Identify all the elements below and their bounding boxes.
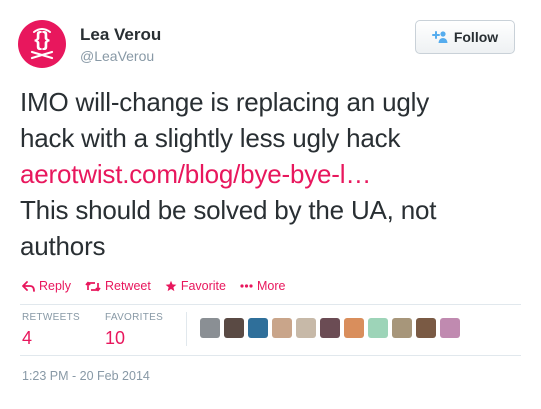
favorites-count: 10	[105, 328, 126, 348]
curly-braces-logo-icon: {}	[30, 28, 54, 60]
favoriter-avatar[interactable]	[392, 318, 412, 338]
more-button[interactable]: More	[240, 279, 285, 293]
favoriter-avatar[interactable]	[440, 318, 460, 338]
tweet-text-line: authors	[20, 231, 106, 261]
svg-text:{}: {}	[34, 29, 50, 51]
reply-button[interactable]: Reply	[22, 279, 71, 293]
tweet-text-line: hack with a slightly less ugly hack	[20, 123, 401, 153]
tweet-timestamp[interactable]: 1:23 PM - 20 Feb 2014	[22, 369, 150, 383]
favoriter-avatar[interactable]	[344, 318, 364, 338]
favoriter-avatar[interactable]	[320, 318, 340, 338]
favoriter-avatar[interactable]	[368, 318, 388, 338]
tweet-text: IMO will-change is replacing an ugly hac…	[20, 84, 525, 264]
favorite-label: Favorite	[180, 279, 226, 293]
divider	[20, 304, 521, 305]
tweet-actions: Reply Retweet Favorite More	[22, 278, 285, 294]
tweet-link[interactable]: aerotwist.com/blog/bye-bye-l…	[20, 159, 372, 189]
stats-separator	[186, 312, 187, 346]
favorites-stat[interactable]: FAVORITES 10	[105, 312, 163, 349]
retweet-icon	[85, 281, 101, 291]
favoriter-avatar[interactable]	[248, 318, 268, 338]
retweets-stat[interactable]: RETWEETS 4	[22, 312, 80, 349]
reply-label: Reply	[39, 279, 71, 293]
more-label: More	[256, 279, 286, 293]
retweet-label: Retweet	[104, 279, 151, 293]
star-icon	[165, 280, 177, 292]
author-name[interactable]: Lea Verou	[80, 25, 162, 44]
reply-icon	[22, 280, 35, 292]
author-handle[interactable]: @LeaVerou	[80, 48, 155, 64]
divider	[20, 355, 521, 356]
favoriter-avatar[interactable]	[272, 318, 292, 338]
more-dots-icon	[240, 284, 253, 288]
follow-button-label: Follow	[453, 29, 499, 45]
favoriter-avatar[interactable]	[416, 318, 436, 338]
favoriter-avatar[interactable]	[200, 318, 220, 338]
add-user-icon	[431, 30, 448, 44]
favorites-label: FAVORITES	[105, 312, 164, 323]
follow-button[interactable]: Follow	[415, 20, 515, 54]
favorite-button[interactable]: Favorite	[165, 279, 226, 293]
avatar[interactable]: {}	[18, 20, 66, 68]
tweet-text-line: IMO will-change is replacing an ugly	[20, 87, 429, 117]
favoriter-avatars	[200, 318, 460, 338]
retweets-label: RETWEETS	[22, 312, 80, 323]
tweet-text-line: This should be solved by the UA, not	[20, 195, 437, 225]
favoriter-avatar[interactable]	[296, 318, 316, 338]
favoriter-avatar[interactable]	[224, 318, 244, 338]
retweet-button[interactable]: Retweet	[85, 279, 151, 293]
retweets-count: 4	[22, 328, 33, 348]
